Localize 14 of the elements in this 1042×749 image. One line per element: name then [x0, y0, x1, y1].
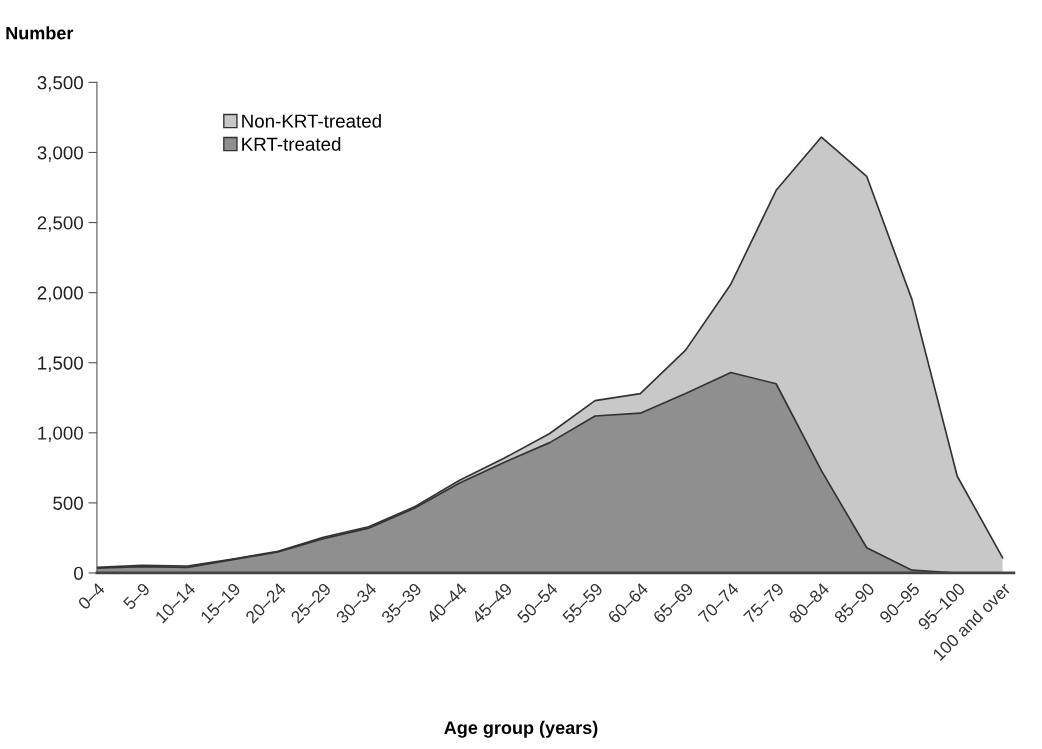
y-tick-label: 2,000	[37, 286, 83, 302]
y-tick-label: 0	[74, 566, 83, 580]
y-tick-label: 3,000	[37, 146, 83, 162]
legend-label: KRT-treated	[242, 137, 341, 151]
y-tick-label: 3,500	[37, 76, 83, 92]
y-tick-label: 500	[53, 496, 83, 510]
y-axis-title: Number	[6, 26, 74, 40]
x-tick-label: 5–9	[122, 582, 151, 611]
y-tick-label: 1,000	[38, 426, 83, 443]
y-tick-label: 1,500	[38, 356, 83, 372]
x-axis-title: Age group (years)	[444, 720, 598, 738]
legend-label: Non-KRT-treated	[242, 113, 381, 128]
x-tick-label: 0–4	[77, 582, 106, 611]
y-tick-label: 2,500	[37, 216, 83, 232]
